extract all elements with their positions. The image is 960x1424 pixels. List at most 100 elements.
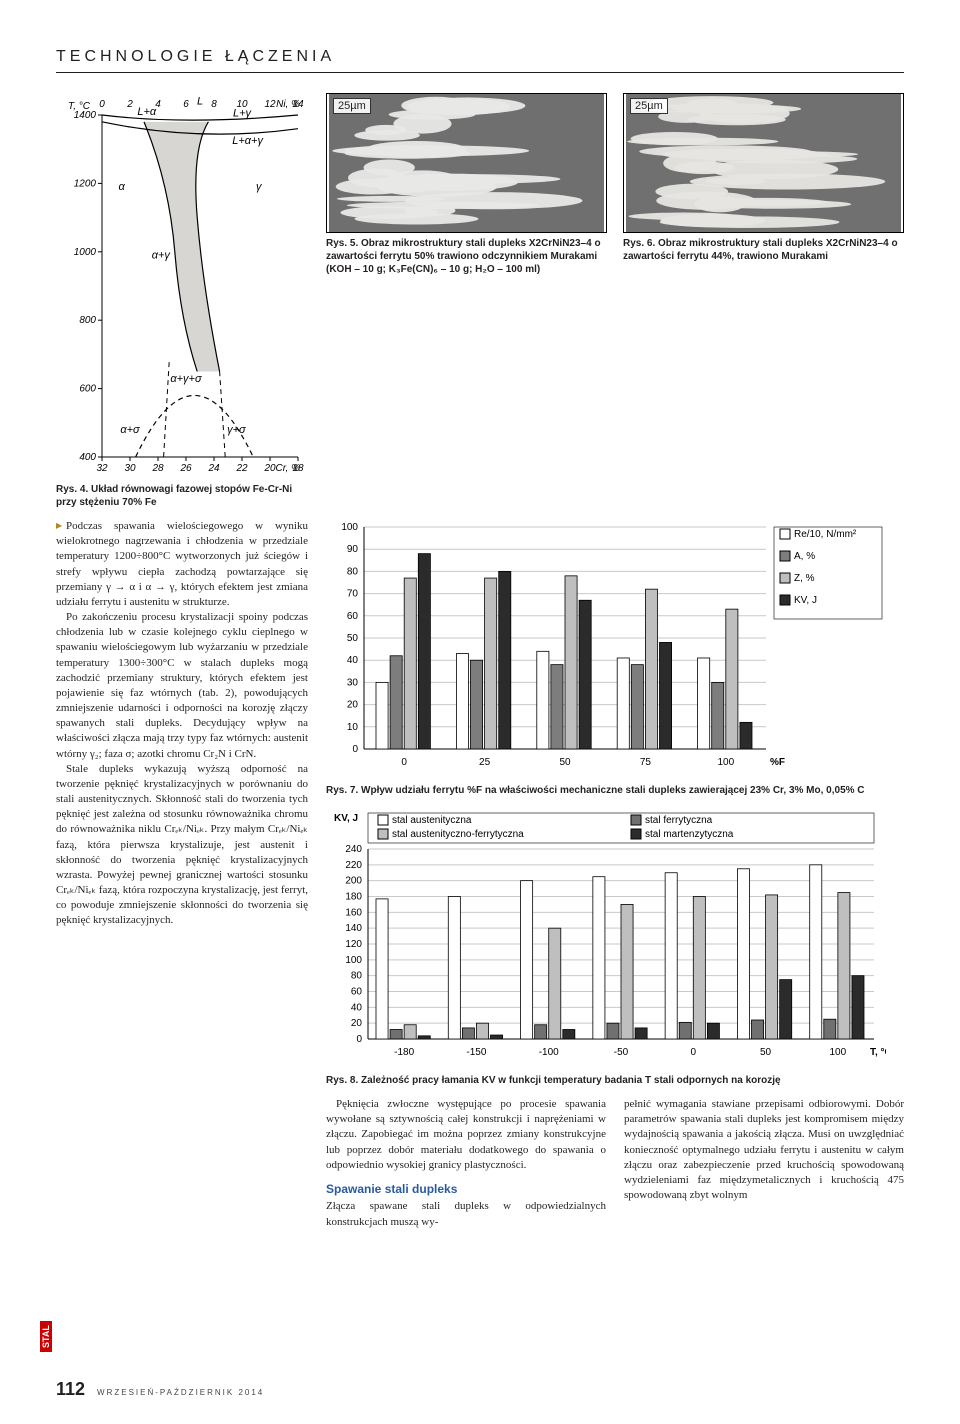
fig6-scale: 25µm (630, 98, 668, 114)
svg-text:α+σ: α+σ (120, 424, 140, 436)
svg-text:100: 100 (341, 522, 358, 533)
section-header: TECHNOLOGIE ŁĄCZENIA (56, 48, 904, 73)
fig5-block: 25µm Rys. 5. Obraz mikrostruktury stali … (326, 93, 607, 276)
svg-text:80: 80 (351, 971, 363, 982)
svg-text:stal austenityczna: stal austenityczna (392, 815, 472, 826)
svg-text:stal martenzytyczna: stal martenzytyczna (645, 829, 734, 840)
svg-text:KV, J: KV, J (794, 595, 817, 606)
svg-text:γ: γ (256, 181, 263, 193)
chart8: 020406080100120140160180200220240KV, J-1… (326, 807, 904, 1087)
lower-p1: Pęknięcia zwłoczne występujące po proces… (326, 1097, 606, 1173)
svg-text:0: 0 (401, 757, 407, 768)
svg-text:2: 2 (126, 99, 133, 110)
svg-text:stal austenityczno-ferrytyczna: stal austenityczno-ferrytyczna (392, 829, 524, 840)
body-row: ▸Podczas spawania wielościegowego w wyni… (56, 517, 904, 1230)
subhead-spawanie: Spawanie stali dupleks (326, 1181, 606, 1198)
svg-text:100: 100 (717, 757, 734, 768)
fig6-caption: Rys. 6. Obraz mikrostruktury stali duple… (623, 237, 904, 263)
charts-column: 01020304050607080901000255075100%FRe/10,… (326, 517, 904, 1230)
svg-text:600: 600 (79, 384, 96, 395)
footer: 112 WRZESIEŃ-PAŹDZIERNIK 2014 (56, 1379, 904, 1400)
fig7-caption: Rys. 7. Wpływ udziału ferrytu %F na właś… (326, 784, 904, 797)
svg-text:20: 20 (351, 1018, 363, 1029)
chart7: 01020304050607080901000255075100%FRe/10,… (326, 517, 904, 797)
svg-text:α+γ: α+γ (152, 250, 172, 262)
svg-text:Ni, %: Ni, % (276, 99, 300, 110)
para-1: ▸Podczas spawania wielościegowego w wyni… (56, 517, 308, 610)
svg-text:140: 140 (345, 923, 362, 934)
svg-text:γ+σ: γ+σ (227, 424, 246, 436)
svg-text:50: 50 (760, 1047, 772, 1058)
fig5-scale: 25µm (333, 98, 371, 114)
svg-text:32: 32 (96, 463, 108, 474)
micrograph-column: 25µm Rys. 5. Obraz mikrostruktury stali … (326, 93, 904, 509)
svg-text:α: α (118, 181, 125, 193)
lower-col-1: Pęknięcia zwłoczne występujące po proces… (326, 1097, 606, 1230)
svg-text:50: 50 (347, 633, 359, 644)
svg-text:100: 100 (830, 1047, 847, 1058)
svg-text:L+α: L+α (137, 106, 157, 118)
svg-text:800: 800 (79, 315, 96, 326)
stal-logo: STAL (40, 1321, 52, 1352)
fig5-caption: Rys. 5. Obraz mikrostruktury stali duple… (326, 237, 607, 276)
svg-text:10: 10 (347, 722, 359, 733)
svg-text:Cr, %: Cr, % (276, 463, 301, 474)
svg-text:-100: -100 (539, 1047, 559, 1058)
svg-text:25: 25 (479, 757, 491, 768)
svg-text:60: 60 (347, 611, 359, 622)
fig4-caption: Rys. 4. Układ równowagi fazowej stopów F… (56, 483, 308, 509)
svg-text:200: 200 (345, 876, 362, 887)
svg-text:stal ferrytyczna: stal ferrytyczna (645, 815, 713, 826)
svg-text:24: 24 (207, 463, 220, 474)
svg-text:6: 6 (183, 99, 189, 110)
svg-text:30: 30 (347, 677, 359, 688)
svg-text:-50: -50 (614, 1047, 629, 1058)
svg-text:26: 26 (179, 463, 192, 474)
svg-text:T, °C: T, °C (68, 101, 91, 112)
text-column: ▸Podczas spawania wielościegowego w wyni… (56, 517, 308, 1230)
svg-text:80: 80 (347, 566, 359, 577)
svg-text:L: L (197, 96, 203, 108)
svg-text:28: 28 (151, 463, 164, 474)
svg-text:-150: -150 (466, 1047, 486, 1058)
svg-text:L+γ: L+γ (233, 108, 253, 120)
fig8-caption: Rys. 8. Zależność pracy łamania KV w fun… (326, 1074, 904, 1087)
svg-text:Re/10, N/mm²: Re/10, N/mm² (794, 529, 857, 540)
svg-text:180: 180 (345, 892, 362, 903)
svg-text:90: 90 (347, 544, 359, 555)
svg-text:Z, %: Z, % (794, 573, 815, 584)
svg-text:160: 160 (345, 907, 362, 918)
top-row: 400600800100012001400T, °C02468101214Ni,… (56, 93, 904, 509)
svg-text:8: 8 (211, 99, 217, 110)
svg-text:A, %: A, % (794, 551, 815, 562)
svg-text:0: 0 (356, 1034, 362, 1045)
fig5-image: 25µm (326, 93, 607, 233)
page-number: 112 (56, 1379, 85, 1400)
svg-text:1000: 1000 (74, 247, 97, 258)
phase-diagram-column: 400600800100012001400T, °C02468101214Ni,… (56, 93, 308, 509)
svg-text:50: 50 (559, 757, 571, 768)
svg-text:α+γ+σ: α+γ+σ (170, 373, 202, 385)
svg-text:40: 40 (347, 655, 359, 666)
phase-diagram: 400600800100012001400T, °C02468101214Ni,… (56, 93, 308, 481)
fig6-block: 25µm Rys. 6. Obraz mikrostruktury stali … (623, 93, 904, 276)
svg-text:100: 100 (345, 955, 362, 966)
lower-p2: pełnić wymagania stawiane przepisami odb… (624, 1097, 904, 1203)
bullet-arrow-icon: ▸ (56, 518, 62, 532)
footer-date: WRZESIEŃ-PAŹDZIERNIK 2014 (97, 1388, 264, 1397)
svg-text:KV, J: KV, J (334, 813, 358, 824)
fig6-image: 25µm (623, 93, 904, 233)
svg-text:-180: -180 (394, 1047, 414, 1058)
svg-text:60: 60 (351, 987, 363, 998)
svg-text:20: 20 (347, 700, 359, 711)
svg-text:70: 70 (347, 589, 359, 600)
svg-text:240: 240 (345, 844, 362, 855)
svg-text:30: 30 (124, 463, 136, 474)
svg-text:%F: %F (770, 757, 785, 768)
svg-text:40: 40 (351, 1002, 363, 1013)
svg-text:20: 20 (263, 463, 276, 474)
svg-text:120: 120 (345, 939, 362, 950)
svg-text:400: 400 (79, 452, 96, 463)
svg-text:0: 0 (99, 99, 105, 110)
lower-col-2: pełnić wymagania stawiane przepisami odb… (624, 1097, 904, 1230)
